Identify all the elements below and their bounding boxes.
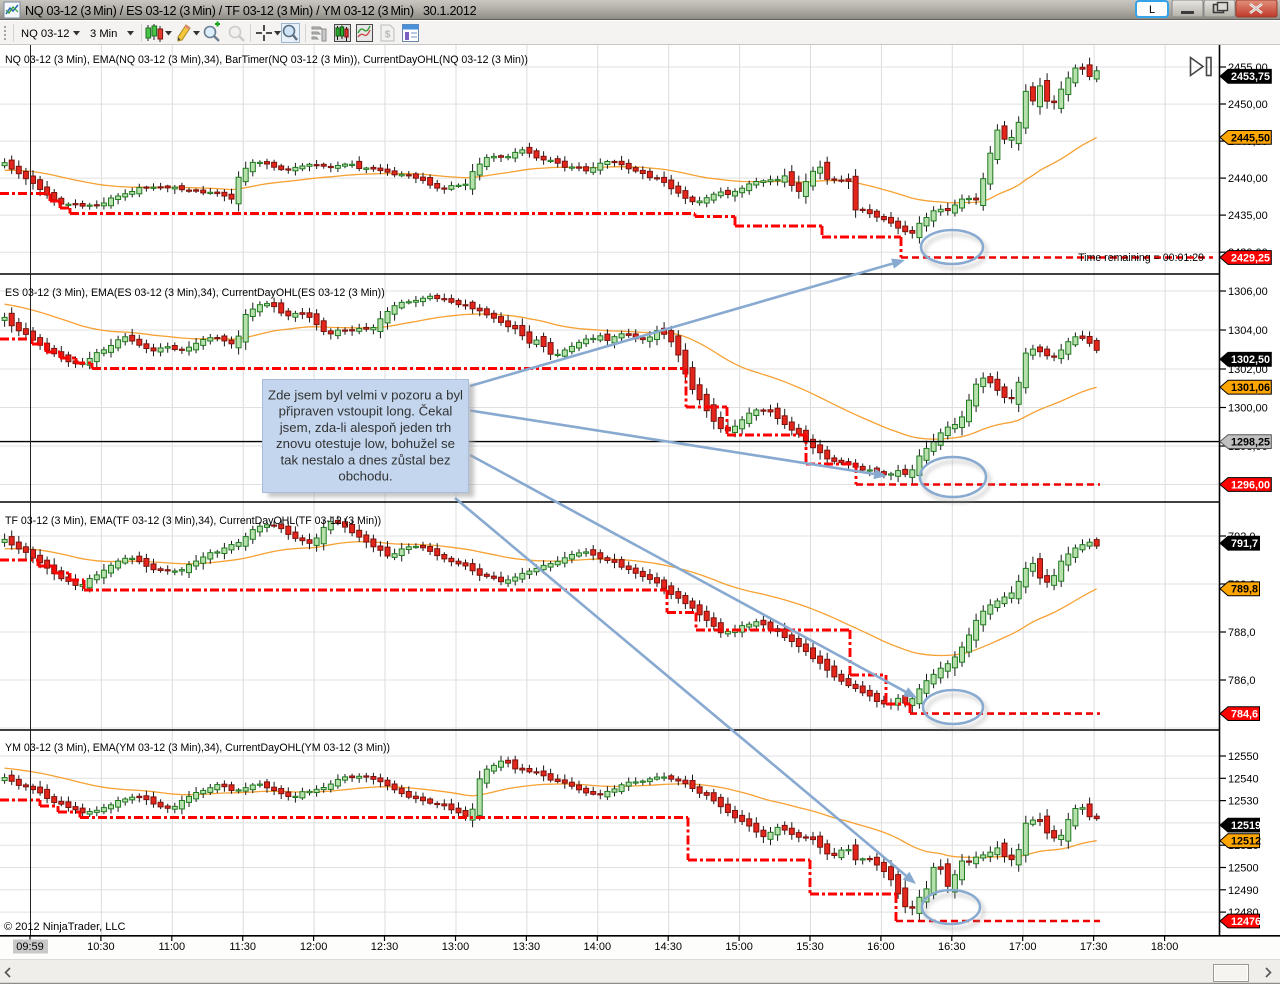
svg-text:15:30: 15:30	[796, 941, 824, 953]
svg-text:17:00: 17:00	[1009, 941, 1037, 953]
svg-text:12540: 12540	[1228, 773, 1259, 785]
svg-text:1301,06: 1301,06	[1231, 382, 1270, 394]
svg-text:17:30: 17:30	[1080, 941, 1108, 953]
svg-text:YM 03-12 (3 Min), EMA(YM 03-12: YM 03-12 (3 Min), EMA(YM 03-12 (3 Min),3…	[5, 742, 390, 754]
svg-text:14:00: 14:00	[584, 941, 612, 953]
svg-text:3 Min: 3 Min	[90, 28, 117, 40]
svg-text:1296,00: 1296,00	[1231, 479, 1270, 491]
svg-text:ES 03-12 (3 Min), EMA(ES 03-12: ES 03-12 (3 Min), EMA(ES 03-12 (3 Min),3…	[5, 287, 385, 299]
svg-text:11:00: 11:00	[158, 941, 185, 953]
svg-text:Time remaining = 00:01:29: Time remaining = 00:01:29	[1078, 252, 1204, 264]
svg-text:jsem, zda-li alespoň jeden trh: jsem, zda-li alespoň jeden trh	[279, 420, 452, 435]
svg-text:12490: 12490	[1228, 885, 1259, 897]
svg-text:znovu otestuje low, bohužel se: znovu otestuje low, bohužel se	[276, 436, 455, 451]
svg-text:16:30: 16:30	[938, 941, 966, 953]
svg-text:12530: 12530	[1228, 796, 1259, 808]
svg-text:2453,75: 2453,75	[1231, 71, 1270, 83]
svg-text:Zde jsem byl velmi v pozoru a: Zde jsem byl velmi v pozoru a byl	[268, 388, 463, 403]
svg-text:791,7: 791,7	[1231, 538, 1258, 550]
svg-text:09:59: 09:59	[16, 941, 44, 953]
svg-text:14:30: 14:30	[654, 941, 682, 953]
svg-text:1304,00: 1304,00	[1228, 325, 1268, 337]
svg-text:1298,25: 1298,25	[1231, 437, 1270, 449]
svg-text:13:30: 13:30	[513, 941, 541, 953]
svg-text:18:00: 18:00	[1151, 941, 1179, 953]
svg-text:788,0: 788,0	[1228, 627, 1256, 639]
svg-text:obchodu.: obchodu.	[338, 469, 392, 484]
svg-text:12500: 12500	[1228, 863, 1259, 875]
svg-text:10:30: 10:30	[87, 941, 115, 953]
svg-text:2429,25: 2429,25	[1231, 252, 1270, 264]
svg-text:TF 03-12 (3 Min), EMA(TF 03-12: TF 03-12 (3 Min), EMA(TF 03-12 (3 Min),3…	[5, 515, 381, 527]
svg-text:12519: 12519	[1231, 820, 1261, 832]
svg-text:786,0: 786,0	[1228, 675, 1256, 687]
svg-text:11:30: 11:30	[229, 941, 256, 953]
svg-text:16:00: 16:00	[867, 941, 895, 953]
svg-text:připraven vstoupit long. Čekal: připraven vstoupit long. Čekal	[279, 404, 453, 419]
svg-text:2445,50: 2445,50	[1231, 132, 1270, 144]
svg-text:1302,00: 1302,00	[1228, 364, 1268, 376]
svg-text:$: $	[385, 29, 391, 41]
svg-text:12:00: 12:00	[300, 941, 328, 953]
svg-text:NQ 03-12 (3 Min), EMA(NQ 03-12: NQ 03-12 (3 Min), EMA(NQ 03-12 (3 Min),3…	[5, 54, 528, 66]
svg-text:12476: 12476	[1231, 916, 1261, 928]
svg-text:784,6: 784,6	[1231, 709, 1258, 721]
svg-text:1300,00: 1300,00	[1228, 403, 1268, 415]
svg-text:13:00: 13:00	[442, 941, 470, 953]
svg-text:12:30: 12:30	[371, 941, 399, 953]
svg-text:2440,00: 2440,00	[1228, 173, 1268, 185]
svg-text:2435,00: 2435,00	[1228, 210, 1268, 222]
svg-text:789,8: 789,8	[1231, 584, 1258, 596]
svg-text:2450,00: 2450,00	[1228, 99, 1268, 111]
svg-text:NQ 03-12: NQ 03-12	[21, 28, 70, 40]
svg-text:12512: 12512	[1231, 836, 1261, 848]
svg-text:1302,50: 1302,50	[1231, 354, 1270, 366]
svg-text:© 2012 NinjaTrader, LLC: © 2012 NinjaTrader, LLC	[4, 921, 125, 933]
svg-text:15:00: 15:00	[725, 941, 753, 953]
svg-text:tak nestalo a dnes zůstal bez: tak nestalo a dnes zůstal bez	[280, 452, 450, 467]
svg-text:L: L	[1149, 4, 1155, 16]
svg-text:1306,00: 1306,00	[1228, 286, 1268, 298]
svg-text:12550: 12550	[1228, 751, 1259, 763]
